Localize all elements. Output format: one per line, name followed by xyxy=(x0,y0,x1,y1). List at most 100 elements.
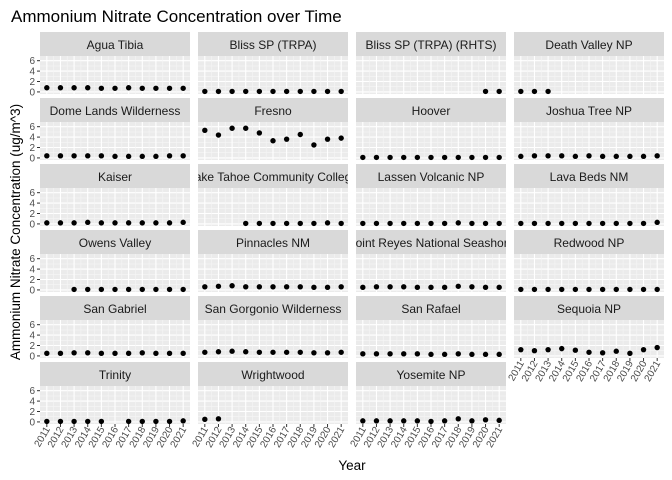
facet-panel: Bliss SP (TRPA) xyxy=(198,32,348,95)
facet-strip xyxy=(198,98,348,122)
data-point xyxy=(640,286,647,293)
data-point xyxy=(469,418,475,424)
data-point xyxy=(373,154,380,161)
data-point xyxy=(482,88,489,95)
data-point xyxy=(215,132,222,138)
data-point xyxy=(373,418,380,424)
facet-strip xyxy=(40,296,190,320)
data-point xyxy=(401,351,407,357)
data-point xyxy=(387,220,393,227)
data-point xyxy=(373,220,380,227)
data-point xyxy=(229,88,235,95)
facet-strip xyxy=(198,164,348,188)
data-point xyxy=(44,220,50,226)
facet-strip-label: Owens Valley xyxy=(79,236,151,250)
y-tick-label: 0 xyxy=(29,351,35,362)
data-point xyxy=(139,153,145,160)
facet-strip xyxy=(198,32,348,56)
facet-panel: Lassen Volcanic NP xyxy=(356,164,506,227)
facet-strip-label: San Gabriel xyxy=(83,302,146,316)
data-point xyxy=(85,153,91,159)
facet-strip-label: Agua Tibia xyxy=(87,38,144,52)
data-point xyxy=(44,418,50,425)
data-point xyxy=(531,153,538,159)
data-point xyxy=(387,418,393,424)
data-point xyxy=(71,153,77,159)
data-point xyxy=(387,351,393,357)
data-point xyxy=(139,418,145,425)
data-point xyxy=(531,88,538,95)
facet-panel: Lava Beds NM xyxy=(514,164,664,227)
data-point xyxy=(57,418,64,425)
data-point xyxy=(283,284,290,290)
facet-strip xyxy=(40,362,190,386)
y-tick-label: 0 xyxy=(29,87,35,98)
y-tick-label: 2 xyxy=(29,341,35,352)
data-point xyxy=(166,286,173,293)
data-point xyxy=(215,283,222,289)
data-point xyxy=(482,284,489,291)
data-point xyxy=(428,220,434,227)
facet-strip-label: Joshua Tree NP xyxy=(546,104,632,118)
data-point xyxy=(270,220,276,227)
x-axis-label: Year xyxy=(338,458,366,473)
data-point xyxy=(243,220,249,227)
data-point xyxy=(324,220,331,226)
data-point xyxy=(414,418,421,424)
data-point xyxy=(414,284,421,291)
data-point xyxy=(613,153,619,160)
data-point xyxy=(455,220,461,226)
facet-strip xyxy=(40,164,190,188)
data-point xyxy=(455,416,461,422)
y-tick-label: 4 xyxy=(29,265,35,276)
data-point xyxy=(401,284,407,290)
data-point xyxy=(531,286,538,293)
facet-strip-label: Bliss SP (TRPA) (RHTS) xyxy=(366,38,497,52)
facet-strip xyxy=(356,296,506,320)
data-point xyxy=(414,351,421,357)
facet-panel: Death Valley NP xyxy=(514,32,664,95)
data-point xyxy=(85,219,91,226)
facet-strip xyxy=(356,98,506,122)
data-point xyxy=(153,418,159,425)
data-point xyxy=(559,286,565,293)
data-point xyxy=(469,284,475,290)
y-tick-label: 6 xyxy=(29,188,35,199)
data-point xyxy=(572,347,579,353)
data-point xyxy=(360,220,366,227)
data-point xyxy=(518,346,524,353)
data-point xyxy=(166,153,173,159)
data-point xyxy=(627,350,633,357)
data-point xyxy=(441,351,448,358)
facet-panel: Wrightwood201120122013201420152016201720… xyxy=(191,362,348,450)
data-point xyxy=(98,418,105,425)
facet-strip xyxy=(356,164,506,188)
data-point xyxy=(98,153,105,159)
facet-panel: Bliss SP (TRPA) (RHTS) xyxy=(356,32,506,95)
data-point xyxy=(599,350,606,356)
facet-strip xyxy=(514,32,664,56)
data-point xyxy=(297,131,303,138)
data-point xyxy=(482,417,489,423)
data-point xyxy=(139,85,145,91)
data-point xyxy=(324,136,331,142)
data-point xyxy=(482,351,489,358)
data-point xyxy=(441,418,448,424)
data-point xyxy=(360,284,366,291)
data-point xyxy=(98,350,105,357)
data-point xyxy=(112,220,118,226)
facet-strip-label: Lake Tahoe Community College xyxy=(188,170,358,184)
data-point xyxy=(482,220,489,227)
data-point xyxy=(654,153,660,159)
facet-strip xyxy=(356,230,506,254)
data-point xyxy=(586,220,592,227)
data-point xyxy=(311,284,317,291)
data-point xyxy=(112,85,118,91)
data-point xyxy=(125,350,132,357)
data-point xyxy=(338,284,344,290)
data-point xyxy=(441,284,448,291)
data-point xyxy=(153,286,159,293)
